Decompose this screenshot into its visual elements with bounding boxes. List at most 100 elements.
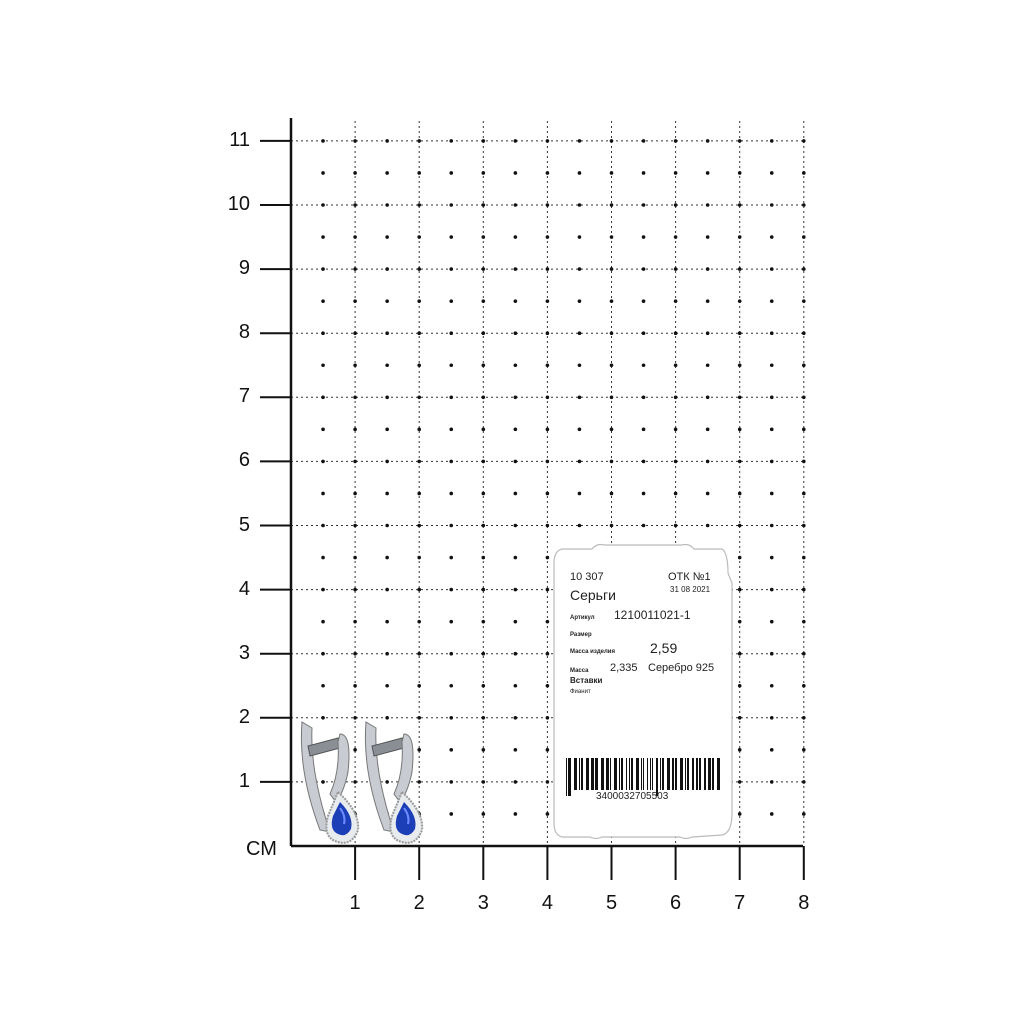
grid-dot	[385, 331, 389, 336]
grid-dot	[577, 491, 582, 496]
grid-dot	[577, 363, 582, 368]
grid-dot	[417, 139, 422, 143]
grid-dot	[449, 331, 454, 336]
grid-dot	[609, 139, 614, 143]
grid-dot	[449, 683, 454, 688]
grid-dot	[737, 587, 742, 592]
barcode-bar	[652, 758, 653, 790]
grid-dot	[641, 299, 646, 303]
grid-dot	[481, 235, 486, 239]
grid-dot	[385, 203, 389, 207]
grid-dot	[481, 267, 486, 271]
grid-dot	[417, 331, 422, 336]
grid-dot	[769, 427, 774, 432]
grid-dot	[737, 651, 742, 656]
grid-dot	[449, 299, 454, 303]
x-tick-label: 6	[670, 892, 682, 914]
grid-dot	[802, 587, 806, 592]
grid-dot	[321, 267, 325, 271]
grid-dot	[545, 459, 550, 464]
tag-date: 31 08 2021	[670, 585, 711, 594]
grid-dot	[417, 299, 422, 303]
barcode-bar	[586, 758, 589, 790]
grid-dot	[641, 235, 646, 239]
grid-dot	[545, 683, 550, 688]
grid-dot	[705, 203, 710, 207]
grid-dot	[449, 491, 454, 496]
grid-dot	[353, 716, 357, 720]
grid-dot	[449, 139, 454, 143]
grid-dot	[385, 363, 389, 368]
grid-dot	[705, 363, 710, 368]
grid-dot	[737, 523, 742, 528]
earrings-image	[300, 721, 424, 844]
tag-size-label: Размер	[570, 632, 592, 638]
grid-dot	[353, 780, 357, 784]
grid-dot	[513, 139, 518, 143]
y-tick-label: 2	[238, 705, 250, 728]
barcode-bar	[717, 758, 720, 790]
grid-dot	[449, 171, 454, 175]
x-tick-label: 1	[349, 892, 361, 914]
grid-dot	[705, 395, 710, 400]
grid-dot	[449, 395, 454, 400]
barcode-bar	[656, 758, 658, 796]
grid-dot	[481, 748, 486, 752]
grid-dot	[737, 812, 742, 816]
grid-dot	[545, 491, 550, 496]
barcode-bar	[660, 758, 661, 790]
grid-dot	[609, 523, 614, 528]
grid-dot	[737, 331, 742, 336]
barcode-bar	[667, 758, 670, 790]
barcode-bar	[606, 758, 609, 790]
barcode-bar	[692, 758, 694, 790]
y-tick-label: 3	[238, 641, 250, 664]
grid-dot	[385, 267, 389, 271]
grid-dot	[353, 267, 357, 271]
grid-dot	[481, 780, 486, 784]
grid-dot	[737, 427, 742, 432]
grid-dot	[545, 780, 550, 784]
tag-inserts-label: Вставки	[570, 676, 603, 685]
grid-dot	[609, 331, 614, 336]
grid-dot	[481, 395, 486, 400]
grid-dot	[513, 491, 518, 496]
grid-dot	[417, 716, 422, 720]
grid-dot	[513, 331, 518, 336]
grid-dot	[545, 171, 550, 175]
barcode-bar	[699, 758, 701, 790]
grid-dot	[385, 587, 389, 592]
grid-dot	[481, 587, 486, 592]
grid-dot	[481, 491, 486, 496]
grid-dot	[641, 267, 646, 271]
barcode-bar	[641, 758, 642, 790]
grid-dot	[577, 267, 582, 271]
unit-label: СМ	[246, 838, 277, 860]
grid-dot	[673, 235, 678, 239]
grid-dot	[769, 459, 774, 464]
y-tick-label: 10	[227, 193, 250, 215]
grid-dot	[802, 203, 806, 207]
grid-dot	[417, 171, 422, 175]
grid-dot	[802, 619, 806, 624]
grid-dot	[802, 331, 806, 336]
grid-dot	[353, 395, 357, 400]
grid-dot	[513, 395, 518, 400]
grid-dot	[513, 683, 518, 688]
grid-dot	[673, 491, 678, 496]
grid-dot	[673, 203, 678, 207]
tag-article: 1210011021-1	[614, 608, 691, 622]
product-tag: 10 307 ОТК №1 31 08 2021 Серьги Артикул …	[552, 543, 735, 840]
grid-dot	[481, 555, 486, 560]
barcode-bar	[566, 758, 567, 796]
grid-dot	[705, 171, 710, 175]
grid-dot	[769, 619, 774, 624]
tag-mass: 2,335	[610, 662, 638, 674]
grid-dot	[609, 235, 614, 239]
grid-dot	[737, 299, 742, 303]
grid-dot	[353, 299, 357, 303]
grid-dot	[385, 171, 389, 175]
tag-title: Серьги	[570, 587, 616, 603]
barcode-bar	[704, 758, 706, 790]
grid-dot	[513, 812, 518, 816]
